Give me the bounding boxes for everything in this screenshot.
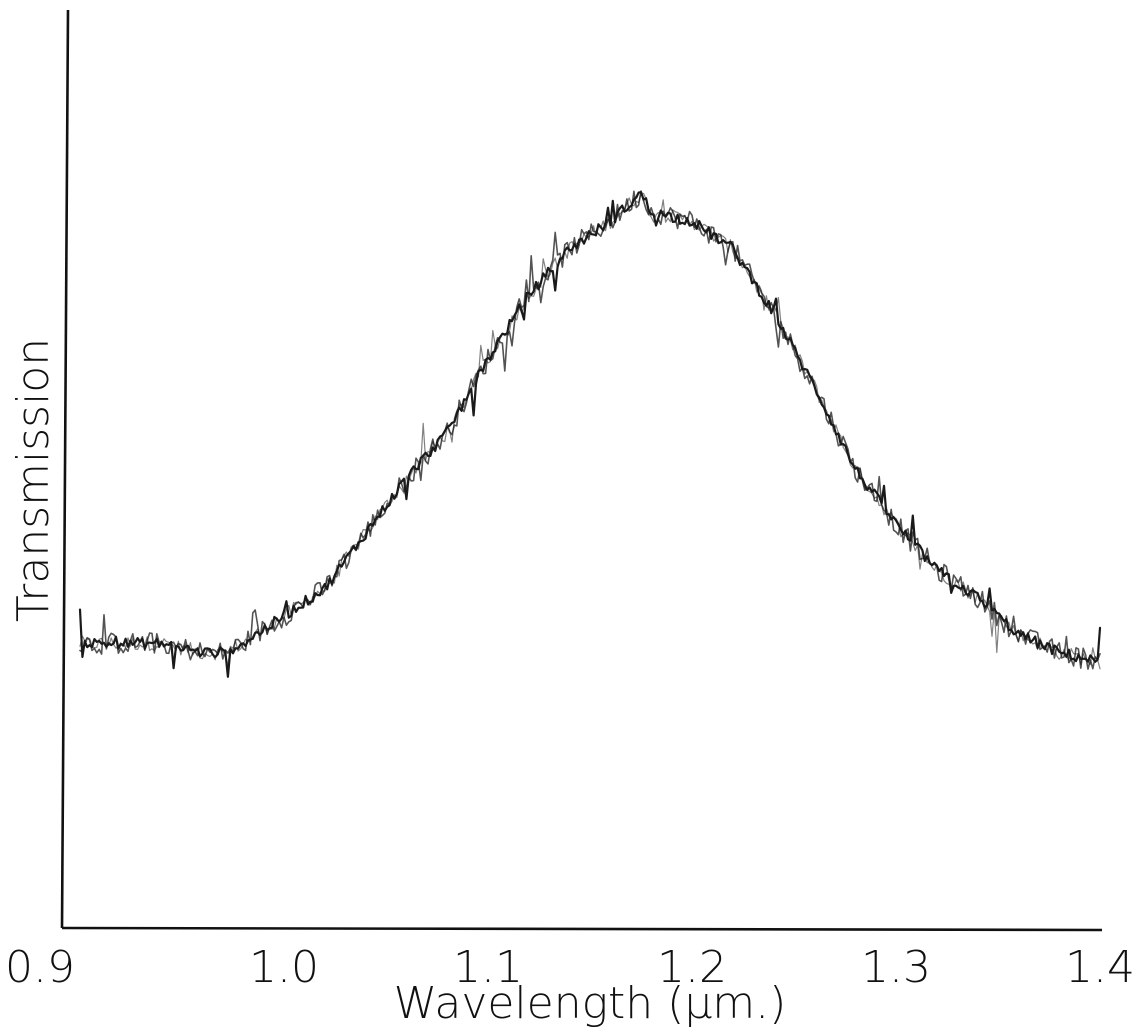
series-line [79,192,1101,670]
x-tick-label: 1.0 [249,942,319,993]
y-axis-label: Transmission [8,338,59,622]
series-line [78,191,1102,678]
x-tick-label: 0.9 [5,942,75,993]
x-tick-labels: 0.9 1.0 1.1 1.2 1.3 1.4 [5,942,1135,993]
y-axis [60,9,70,929]
x-tick-label: 1.2 [657,942,727,993]
x-tick-label: 1.1 [453,942,523,993]
plot-area [78,190,1102,678]
series-line [79,190,1101,670]
x-tick-label: 1.3 [861,942,931,993]
x-tick-label: 1.4 [1065,942,1135,993]
x-axis [61,926,1103,932]
x-axis-label: Wavelength (μm.) [394,978,787,1028]
